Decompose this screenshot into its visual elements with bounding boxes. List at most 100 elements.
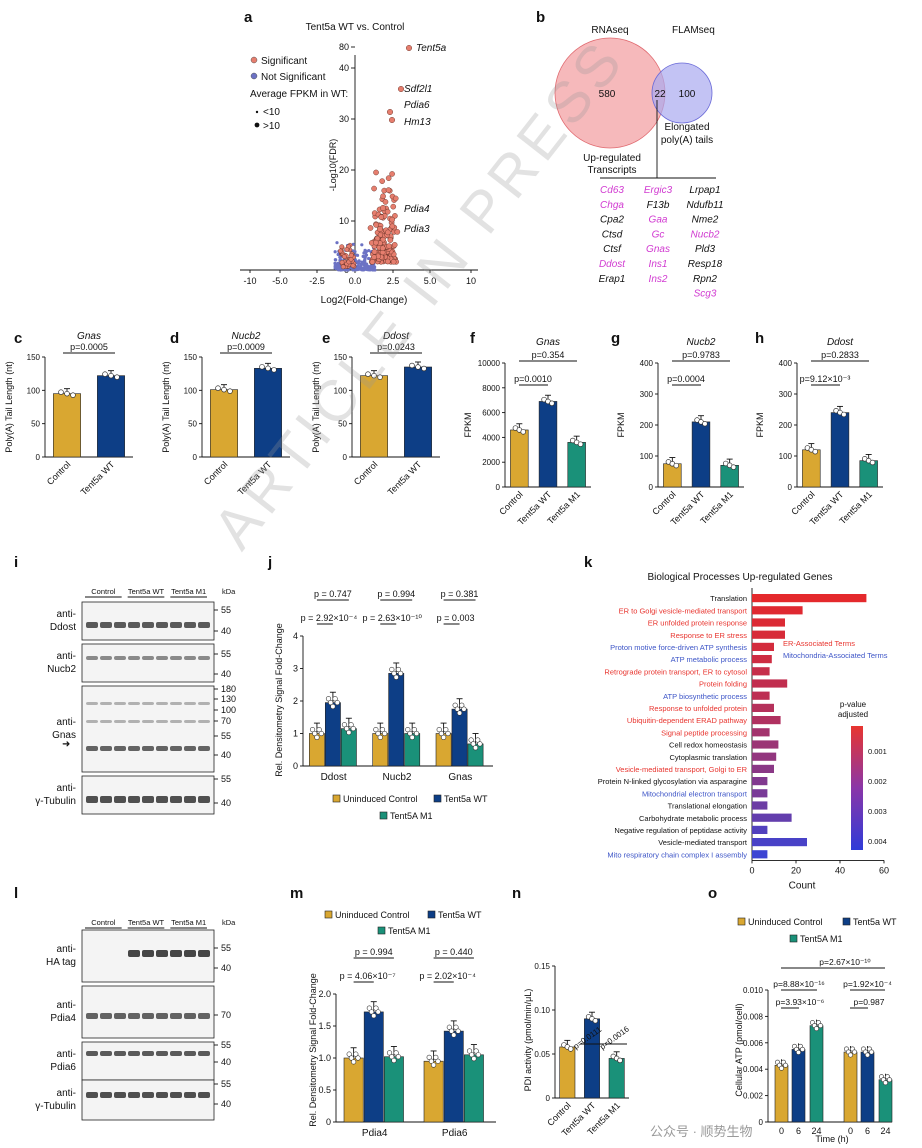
- legend-gt-label: >10: [263, 121, 280, 132]
- blot-band: [198, 950, 210, 957]
- data-point: [366, 1005, 372, 1011]
- legend-swatch: [789, 934, 798, 943]
- y-tick-label: 1.0: [318, 1053, 331, 1063]
- volcano-point: [373, 222, 380, 228]
- data-point: [466, 1048, 473, 1054]
- category-label: ER unfolded protein response: [648, 619, 747, 628]
- data-point: [456, 710, 463, 716]
- data-point: [265, 365, 271, 372]
- blot-band: [156, 950, 168, 957]
- volcano-point: [365, 267, 369, 272]
- venn-count-both: 22: [654, 89, 666, 100]
- volcano-point: [373, 239, 379, 246]
- blot-band: [114, 720, 126, 723]
- data-point: [520, 429, 526, 435]
- bar: [809, 1025, 824, 1123]
- volcano-point: [389, 171, 395, 177]
- data-point: [477, 741, 483, 747]
- o-xlabel: Time (h): [815, 1134, 848, 1144]
- data-point: [549, 400, 555, 407]
- data-point: [592, 1018, 599, 1024]
- y-tick-label: 100: [779, 452, 793, 461]
- volcano-point: [339, 244, 345, 250]
- bar: [791, 1049, 806, 1123]
- volcano-point: [336, 266, 340, 271]
- volcano-point: [363, 251, 368, 256]
- bar: [752, 764, 774, 773]
- data-point: [348, 1055, 355, 1061]
- volcano-point: [351, 242, 355, 246]
- y-tick-label: 2: [293, 696, 298, 706]
- blot-band: [100, 622, 112, 628]
- panel-letter-l: l: [14, 885, 18, 902]
- panel-letter-n: n: [512, 885, 521, 902]
- data-point: [409, 734, 415, 741]
- data-point: [259, 364, 265, 370]
- blot-band: [170, 622, 182, 628]
- volcano-point: [340, 264, 346, 270]
- y-tick-label: 30: [339, 114, 349, 124]
- blot-group-label: Control: [91, 918, 116, 927]
- volcano-point: [352, 268, 356, 272]
- blot-band: [184, 1092, 196, 1098]
- volcano-point: [371, 254, 377, 260]
- data-point: [446, 1024, 452, 1030]
- kda-marker-label: 55: [221, 1079, 231, 1089]
- y-tick-label: 8000: [482, 384, 500, 393]
- data-point: [314, 734, 320, 741]
- x-tick-label: -5.0: [272, 276, 288, 286]
- volcano-point: [373, 169, 379, 176]
- kda-marker-label: 180: [221, 684, 236, 694]
- category-label: Tent5a WT: [79, 459, 117, 497]
- y-tick-label: 300: [779, 390, 793, 399]
- antibody-label: HA tag: [46, 957, 76, 968]
- category-label: Cell redox homeostasis: [669, 741, 747, 750]
- gene-list-item: Chga: [600, 200, 624, 211]
- blot-band: [156, 656, 168, 660]
- blot-band: [100, 1051, 112, 1056]
- antibody-label: anti-: [57, 651, 76, 662]
- volcano-point: [379, 245, 386, 252]
- data-point: [886, 1077, 892, 1083]
- volcano-point: [367, 248, 371, 253]
- data-point: [58, 389, 64, 395]
- gene-list-item: Cpa2: [600, 215, 624, 226]
- y-tick-label: 2000: [482, 458, 500, 467]
- data-point: [108, 372, 114, 379]
- y-tick-label: 0: [496, 483, 501, 492]
- blot-band: [184, 656, 196, 660]
- k-xlabel: Count: [789, 880, 816, 891]
- blot-band: [170, 1051, 182, 1056]
- blot-band: [170, 656, 182, 660]
- data-point: [817, 1023, 823, 1029]
- chart-title: Nucb2: [232, 331, 261, 342]
- blot-membrane: [81, 643, 215, 683]
- gene-label: Pdia4: [404, 204, 430, 215]
- y-tick-label: 0: [36, 453, 41, 462]
- data-point: [386, 1050, 393, 1056]
- volcano-point: [358, 264, 363, 268]
- volcano-point: [361, 254, 365, 258]
- panel-letter-c: c: [14, 330, 22, 347]
- p-value-label: p=0.0016: [598, 1024, 631, 1051]
- blot-band: [198, 622, 210, 628]
- blot-band: [198, 720, 210, 723]
- kda-marker-label: 40: [221, 750, 231, 760]
- category-label: Gnas: [448, 772, 472, 783]
- blot-band: [128, 746, 140, 751]
- bar: [363, 1011, 384, 1123]
- bar: [752, 703, 774, 712]
- category-label: Pdia6: [442, 1128, 468, 1139]
- gene-list-item: Ins2: [649, 274, 668, 285]
- data-point: [393, 1050, 399, 1056]
- data-point: [799, 1046, 805, 1052]
- gene-list-item: Cd63: [600, 185, 624, 196]
- volcano-point: [348, 252, 354, 258]
- colorbar-tick-label: 0.004: [868, 837, 887, 846]
- data-point: [730, 464, 737, 470]
- p-value-label: p = 2.92×10⁻⁴: [301, 613, 358, 623]
- data-point: [221, 386, 227, 393]
- blot-band: [100, 702, 112, 705]
- data-point: [864, 1052, 870, 1058]
- p-value-label: p=0.0009: [227, 342, 265, 352]
